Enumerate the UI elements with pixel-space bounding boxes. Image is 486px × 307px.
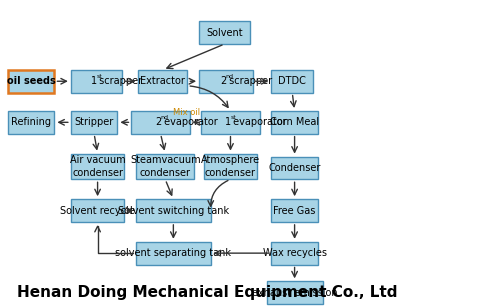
Text: evaporator: evaporator	[230, 117, 287, 127]
Text: oil seeds: oil seeds	[7, 76, 55, 86]
Text: Condenser: Condenser	[268, 163, 321, 173]
Text: Refining: Refining	[11, 117, 51, 127]
Text: evaporator: evaporator	[160, 117, 217, 127]
FancyBboxPatch shape	[71, 154, 124, 179]
FancyBboxPatch shape	[71, 199, 124, 222]
FancyBboxPatch shape	[8, 70, 54, 93]
FancyBboxPatch shape	[271, 111, 318, 134]
Text: Mix oil: Mix oil	[174, 107, 201, 117]
FancyBboxPatch shape	[71, 70, 122, 93]
Text: Corn Meal: Corn Meal	[270, 117, 319, 127]
Text: Extractor: Extractor	[140, 76, 185, 86]
FancyBboxPatch shape	[199, 21, 250, 44]
FancyBboxPatch shape	[201, 111, 260, 134]
Text: 1: 1	[225, 117, 231, 127]
FancyBboxPatch shape	[136, 242, 210, 265]
Text: 2: 2	[220, 76, 226, 86]
Text: st: st	[96, 74, 102, 79]
FancyBboxPatch shape	[267, 281, 323, 304]
Text: Atmosphere
condenser: Atmosphere condenser	[201, 155, 260, 178]
FancyBboxPatch shape	[271, 70, 313, 93]
FancyBboxPatch shape	[271, 242, 318, 265]
FancyBboxPatch shape	[136, 199, 210, 222]
FancyBboxPatch shape	[271, 157, 318, 179]
Text: exhaust emission: exhaust emission	[252, 288, 337, 298]
FancyBboxPatch shape	[8, 111, 54, 134]
Text: nd: nd	[226, 74, 234, 79]
Text: Solvent: Solvent	[207, 28, 243, 37]
FancyBboxPatch shape	[204, 154, 257, 179]
Text: Free Gas: Free Gas	[274, 206, 316, 216]
Text: Stripper: Stripper	[74, 117, 114, 127]
FancyBboxPatch shape	[199, 70, 253, 93]
Text: Air vacuum
condenser: Air vacuum condenser	[70, 155, 125, 178]
Text: nd: nd	[160, 115, 169, 120]
Text: 1: 1	[91, 76, 97, 86]
FancyBboxPatch shape	[131, 111, 190, 134]
FancyBboxPatch shape	[71, 111, 118, 134]
FancyBboxPatch shape	[136, 154, 194, 179]
Text: Steamvacuum
condenser: Steamvacuum condenser	[130, 155, 201, 178]
Text: Solvent switching tank: Solvent switching tank	[118, 206, 229, 216]
Text: scrapper: scrapper	[96, 76, 142, 86]
Text: st: st	[230, 115, 236, 120]
Text: solvent separating tank: solvent separating tank	[115, 248, 231, 258]
Text: 2: 2	[155, 117, 161, 127]
FancyBboxPatch shape	[139, 70, 187, 93]
Text: Wax recycles: Wax recycles	[262, 248, 327, 258]
Text: Solvent recycle: Solvent recycle	[60, 206, 135, 216]
FancyBboxPatch shape	[271, 199, 318, 222]
Text: Henan Doing Mechanical Equipment Co., Ltd: Henan Doing Mechanical Equipment Co., Lt…	[17, 285, 398, 300]
Text: scrapper: scrapper	[226, 76, 272, 86]
Text: DTDC: DTDC	[278, 76, 306, 86]
